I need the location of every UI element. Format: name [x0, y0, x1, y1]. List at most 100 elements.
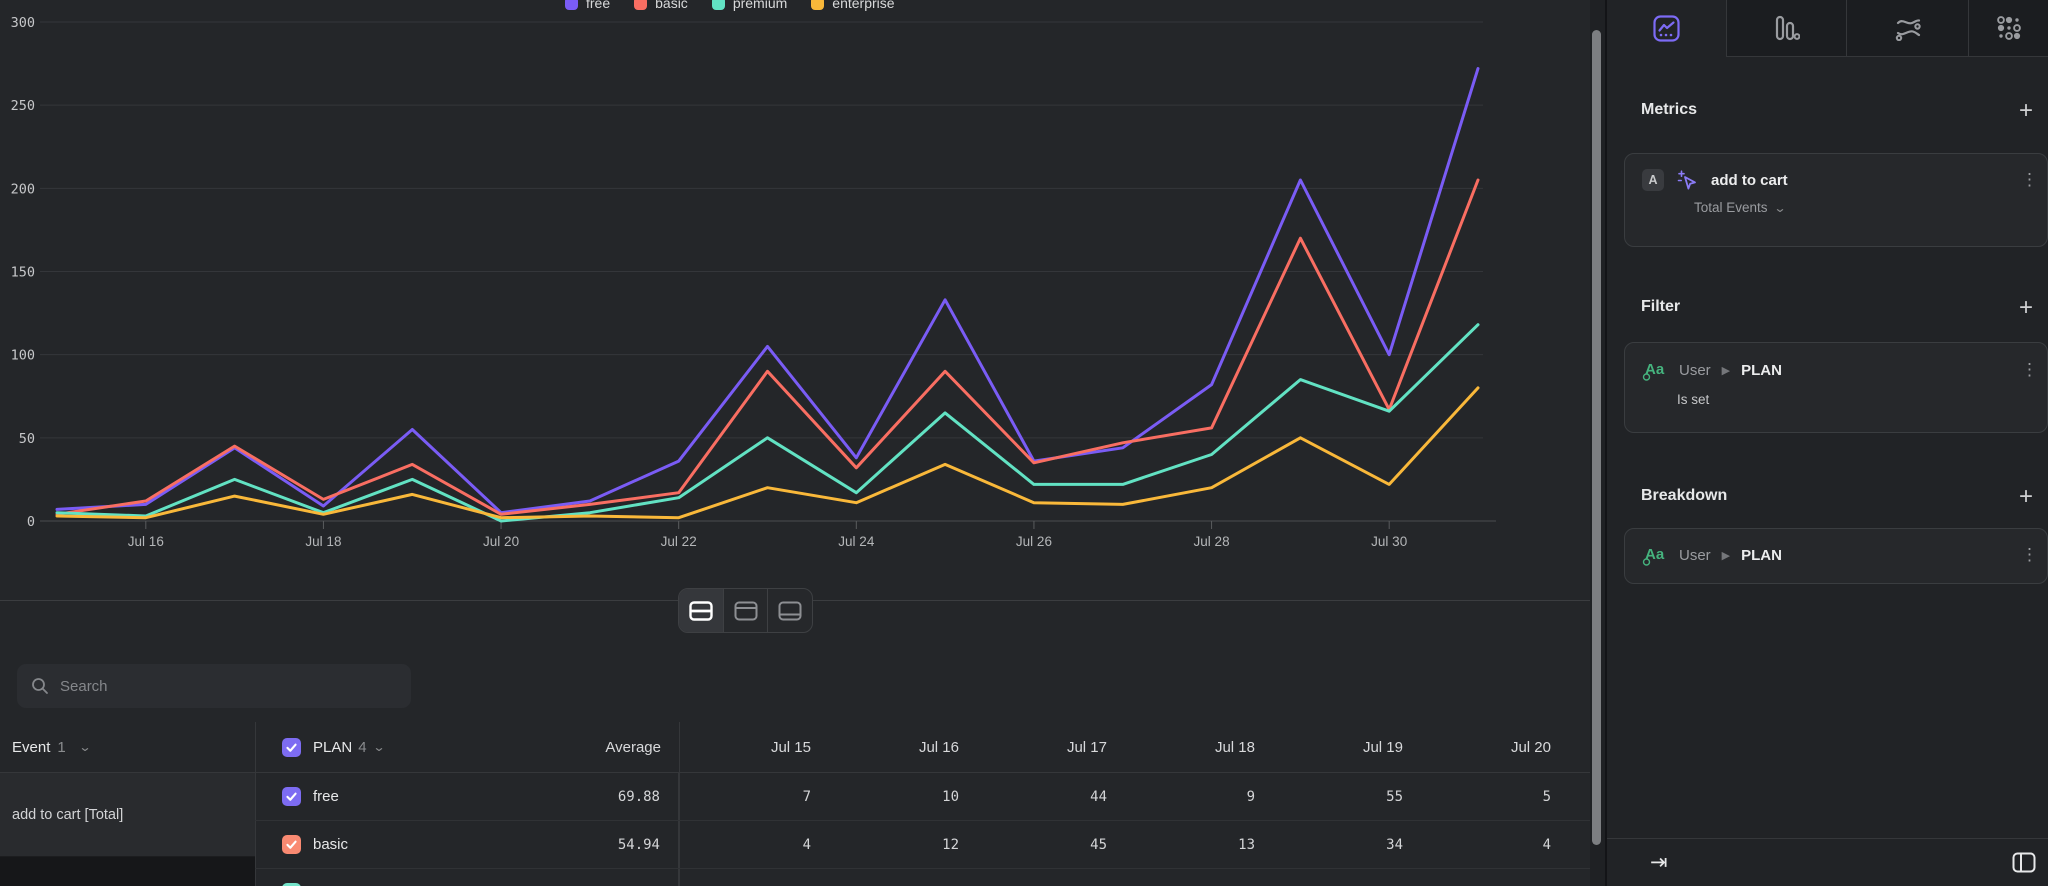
legend-item-enterprise[interactable]: enterprise	[811, 0, 895, 11]
breakdown-section-title: Breakdown	[1641, 487, 1728, 504]
svg-text:50: 50	[19, 431, 35, 447]
cell-value: 4	[1542, 836, 1551, 853]
filter-operator[interactable]: Is set	[1677, 392, 1710, 407]
legend-label: enterprise	[832, 0, 895, 11]
cell-value: 34	[1386, 836, 1403, 853]
cell-value: 5	[679, 885, 827, 886]
breakdown-card[interactable]: Aa User ▶ PLAN ⋮	[1624, 528, 2048, 584]
breakdown-kebab-menu-icon[interactable]: ⋮	[2021, 545, 2038, 564]
row-checkbox-premium[interactable]	[282, 883, 301, 886]
svg-text:Jul 26: Jul 26	[1016, 534, 1052, 549]
row-label: free	[313, 788, 339, 805]
legend-label: free	[586, 0, 611, 11]
event-header-label: Event	[12, 738, 51, 756]
report-type-tabs	[1607, 0, 2048, 57]
event-row-label[interactable]: add to cart [Total]	[0, 773, 255, 857]
add-filter-button[interactable]: +	[2018, 294, 2033, 321]
search-input[interactable]: Search	[17, 664, 411, 708]
date-column-header[interactable]: Jul 20	[1510, 738, 1551, 756]
funnels-bars-icon	[1774, 15, 1800, 41]
svg-text:0: 0	[27, 514, 35, 530]
table-row-premium[interactable]: premium 33.00 5 3 25 5 25 0	[255, 869, 1590, 886]
breakdown-property[interactable]: PLAN	[1741, 546, 1782, 564]
split-top-thin-icon	[734, 601, 758, 621]
event-column-header[interactable]: Event 1 ⌄	[0, 739, 255, 756]
add-breakdown-button[interactable]: +	[2018, 483, 2033, 510]
line-chart[interactable]: 0 50 100 150 200 250 300 Jul 16 Jul 18 Jul 20 Jul …	[0, 0, 1590, 601]
cell-value: 5	[1542, 788, 1551, 805]
flows-waves-icon	[1894, 15, 1922, 41]
metric-measure-dropdown[interactable]: Total Events ⌄	[1625, 200, 2047, 215]
metric-series-badge: A	[1642, 169, 1664, 191]
tab-retention[interactable]	[1968, 0, 2048, 57]
filter-property[interactable]: PLAN	[1741, 361, 1782, 379]
metric-kebab-menu-icon[interactable]: ⋮	[2021, 170, 2038, 189]
svg-text:Jul 24: Jul 24	[838, 534, 875, 549]
legend-item-free[interactable]: free	[565, 0, 610, 11]
cell-value: 25	[1271, 885, 1419, 886]
layout-split-bottom-button[interactable]	[767, 589, 812, 632]
cell-value: 12	[942, 836, 959, 853]
cell-value: 10	[942, 788, 959, 805]
svg-text:150: 150	[11, 265, 35, 281]
tab-flows[interactable]	[1846, 0, 1968, 57]
svg-text:100: 100	[11, 348, 35, 364]
filter-card[interactable]: Aa User ▶ PLAN ⋮ Is set	[1624, 342, 2048, 433]
date-column-header[interactable]: Jul 15	[770, 738, 811, 756]
legend-item-basic[interactable]: basic	[634, 0, 688, 11]
chart-legend: free basic premium enterprise	[565, 0, 895, 15]
table-header: Event 1 ⌄ PLAN 4 ⌄ Average Jul 15 Jul 16 Jul…	[0, 722, 1590, 773]
add-metric-button[interactable]: +	[2018, 97, 2033, 124]
metric-card[interactable]: A add to cart ⋮ Total Events ⌄	[1624, 153, 2048, 247]
average-column-header[interactable]: Average	[605, 738, 661, 756]
text-property-aa-icon: Aa	[1642, 358, 1668, 382]
row-average: 54.94	[617, 836, 660, 853]
metric-event-name[interactable]: add to cart	[1711, 171, 1788, 189]
legend-swatch-basic	[634, 0, 648, 10]
svg-text:Jul 16: Jul 16	[128, 534, 164, 549]
plan-select-all-checkbox[interactable]	[282, 737, 301, 757]
date-column-header[interactable]: Jul 19	[1362, 738, 1403, 756]
cell-value: 45	[1090, 836, 1107, 853]
scrollbar-thumb[interactable]	[1592, 30, 1601, 845]
svg-text:Jul 20: Jul 20	[483, 534, 519, 549]
row-checkbox-basic[interactable]	[282, 835, 301, 854]
tab-funnels[interactable]	[1726, 0, 1846, 57]
row-checkbox-free[interactable]	[282, 787, 301, 806]
panel-footer: ⇥	[1607, 838, 2048, 886]
legend-item-premium[interactable]: premium	[711, 0, 788, 11]
date-column-header[interactable]: Jul 16	[918, 738, 959, 756]
svg-text:Jul 28: Jul 28	[1194, 534, 1230, 549]
filter-kebab-menu-icon[interactable]: ⋮	[2021, 360, 2038, 379]
tab-insights[interactable]	[1607, 0, 1726, 57]
cell-value: 4	[802, 836, 811, 853]
row-average: 33.00	[618, 885, 660, 886]
table-row-basic[interactable]: basic 54.94 4 12 45 13 34 4	[255, 821, 1590, 869]
collapse-panel-icon[interactable]: ⇥	[1650, 851, 1668, 874]
table-body: free 69.88 7 10 44 9 55 5 basic 54.94	[255, 773, 1590, 886]
layout-split-even-button[interactable]	[679, 589, 723, 632]
table-row-free[interactable]: free 69.88 7 10 44 9 55 5	[255, 773, 1590, 821]
date-column-header[interactable]: Jul 17	[1066, 738, 1107, 756]
cell-value: 5	[1123, 885, 1271, 886]
plan-header-label[interactable]: PLAN	[313, 738, 353, 756]
cell-value: 0	[1419, 885, 1567, 886]
insights-line-chart-icon	[1653, 15, 1680, 42]
side-panel-layout-icon[interactable]	[2012, 852, 2036, 873]
cell-value: 9	[1246, 788, 1255, 805]
filter-entity: User	[1679, 361, 1711, 379]
chevron-down-icon[interactable]: ⌄	[372, 740, 386, 754]
svg-text:250: 250	[11, 98, 35, 114]
cell-value: 25	[975, 885, 1123, 886]
legend-label: premium	[732, 0, 788, 11]
search-placeholder: Search	[60, 677, 108, 695]
event-sparkle-cursor-icon	[1677, 169, 1698, 191]
layout-split-top-button[interactable]	[722, 589, 768, 632]
breadcrumb-arrow-icon: ▶	[1721, 364, 1731, 377]
date-column-header[interactable]: Jul 18	[1214, 738, 1255, 756]
metrics-section-title: Metrics	[1641, 101, 1698, 118]
main-content: 0 50 100 150 200 250 300 Jul 16 Jul 18 Jul 20 Jul …	[0, 0, 1590, 886]
svg-text:Aa: Aa	[1645, 361, 1665, 378]
legend-swatch-free	[565, 0, 578, 10]
